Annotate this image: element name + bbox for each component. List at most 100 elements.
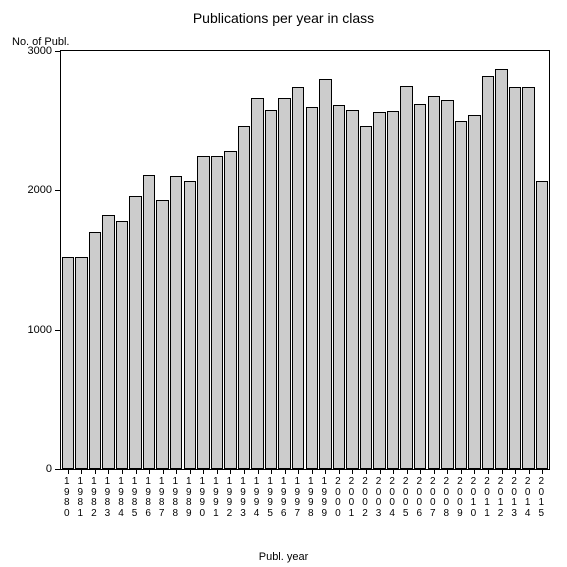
x-tick-label: 2013: [509, 477, 519, 519]
y-tick-label: 2000: [28, 184, 52, 196]
x-tick-label: 2009: [455, 477, 465, 519]
bar: [333, 105, 345, 469]
x-tick: [230, 469, 231, 474]
x-tick: [244, 469, 245, 474]
y-tick: [55, 330, 60, 331]
x-tick: [108, 469, 109, 474]
y-tick-label: 0: [46, 463, 52, 475]
x-tick-label: 2005: [401, 477, 411, 519]
bar: [482, 76, 494, 469]
x-tick-label: 2007: [428, 477, 438, 519]
x-tick-label: 2012: [496, 477, 506, 519]
plot-area: [60, 50, 550, 470]
bar: [400, 86, 412, 469]
x-tick-label: 1993: [238, 477, 248, 519]
bar: [278, 98, 290, 469]
chart-container: Publications per year in class No. of Pu…: [0, 0, 567, 567]
x-tick: [352, 469, 353, 474]
bar: [62, 257, 74, 469]
x-tick: [420, 469, 421, 474]
x-tick-label: 1999: [319, 477, 329, 519]
x-tick: [502, 469, 503, 474]
y-tick-label: 3000: [28, 45, 52, 57]
x-tick-label: 1986: [143, 477, 153, 519]
x-tick-label: 1988: [170, 477, 180, 519]
x-tick: [258, 469, 259, 474]
x-tick-label: 2015: [536, 477, 546, 519]
bar: [211, 156, 223, 470]
x-tick: [271, 469, 272, 474]
bar: [224, 151, 236, 469]
x-tick: [339, 469, 340, 474]
bar: [536, 181, 548, 469]
x-tick: [163, 469, 164, 474]
x-tick-label: 2014: [523, 477, 533, 519]
x-tick-label: 1998: [306, 477, 316, 519]
x-tick: [529, 469, 530, 474]
x-tick-label: 1980: [62, 477, 72, 519]
x-tick-label: 1991: [211, 477, 221, 519]
bar: [509, 87, 521, 469]
x-tick-label: 2010: [468, 477, 478, 519]
bar: [522, 87, 534, 469]
x-tick-label: 1994: [252, 477, 262, 519]
x-tick-label: 2003: [374, 477, 384, 519]
x-axis-label: Publ. year: [0, 551, 567, 563]
bar: [75, 257, 87, 469]
x-tick-label: 1997: [292, 477, 302, 519]
x-tick: [136, 469, 137, 474]
x-tick-label: 2000: [333, 477, 343, 519]
x-tick: [149, 469, 150, 474]
x-tick-label: 1984: [116, 477, 126, 519]
bar: [238, 126, 250, 469]
bar: [292, 87, 304, 469]
x-tick-label: 2002: [360, 477, 370, 519]
bar: [387, 111, 399, 469]
bar: [170, 176, 182, 469]
bar: [156, 200, 168, 469]
chart-title: Publications per year in class: [0, 10, 567, 26]
x-tick: [81, 469, 82, 474]
bar: [129, 196, 141, 469]
bar: [441, 100, 453, 469]
x-tick-label: 1992: [224, 477, 234, 519]
x-tick: [407, 469, 408, 474]
x-tick-label: 1982: [89, 477, 99, 519]
x-tick: [312, 469, 313, 474]
x-tick: [488, 469, 489, 474]
x-tick: [515, 469, 516, 474]
x-tick: [203, 469, 204, 474]
y-tick: [55, 51, 60, 52]
x-tick: [434, 469, 435, 474]
x-tick-label: 1989: [184, 477, 194, 519]
x-tick-label: 2001: [346, 477, 356, 519]
x-tick: [68, 469, 69, 474]
x-tick-label: 1981: [75, 477, 85, 519]
x-tick: [217, 469, 218, 474]
x-tick: [542, 469, 543, 474]
x-tick-label: 1985: [130, 477, 140, 519]
x-tick: [461, 469, 462, 474]
bar: [197, 156, 209, 470]
x-tick-label: 2008: [441, 477, 451, 519]
x-tick: [176, 469, 177, 474]
x-tick: [325, 469, 326, 474]
x-tick: [447, 469, 448, 474]
bar: [184, 181, 196, 469]
x-tick-label: 2004: [387, 477, 397, 519]
bar: [468, 115, 480, 469]
y-tick: [55, 469, 60, 470]
x-tick: [380, 469, 381, 474]
bar: [455, 121, 467, 469]
bar: [251, 98, 263, 469]
bar: [346, 110, 358, 469]
x-tick: [122, 469, 123, 474]
bar: [265, 110, 277, 469]
y-tick-label: 1000: [28, 324, 52, 336]
bar: [495, 69, 507, 469]
x-tick: [393, 469, 394, 474]
bar: [306, 107, 318, 469]
bar: [143, 175, 155, 469]
x-tick-label: 1995: [265, 477, 275, 519]
x-tick-label: 1990: [197, 477, 207, 519]
